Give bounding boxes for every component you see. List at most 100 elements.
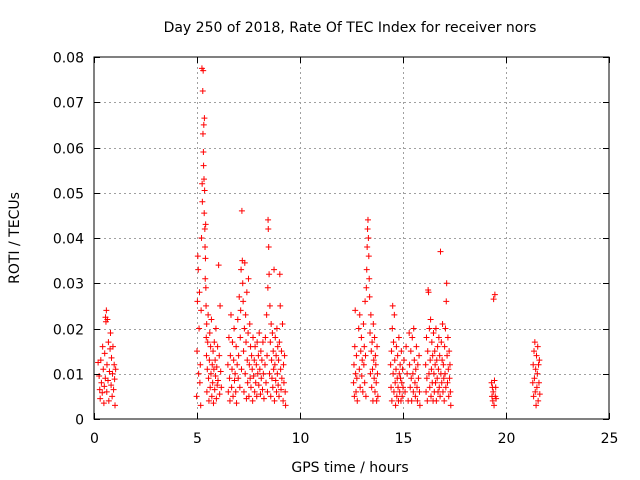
data-point (258, 375, 265, 382)
data-point (105, 339, 112, 346)
data-point (444, 352, 451, 359)
data-point (253, 393, 260, 400)
data-point (245, 330, 252, 337)
y-tick-label: 0.07 (53, 96, 84, 112)
data-point (110, 386, 117, 393)
data-point (411, 357, 418, 364)
data-point (431, 348, 438, 355)
data-point (215, 377, 222, 384)
data-point (397, 361, 404, 368)
data-point (232, 388, 239, 395)
data-point (408, 397, 415, 404)
data-point (259, 386, 266, 393)
data-point (412, 393, 419, 400)
data-point (359, 357, 366, 364)
data-point (407, 384, 414, 391)
data-point (266, 271, 273, 278)
data-point (205, 311, 212, 318)
data-point (232, 370, 239, 377)
data-point (535, 379, 542, 386)
data-point (213, 395, 220, 402)
data-point (214, 343, 221, 350)
data-point (397, 397, 404, 404)
data-point (193, 393, 200, 400)
data-point (423, 388, 430, 395)
data-point (249, 397, 256, 404)
data-point (273, 388, 280, 395)
data-point (236, 384, 243, 391)
data-point (108, 382, 115, 389)
data-point (217, 302, 224, 309)
data-point (202, 221, 209, 228)
data-point (210, 400, 217, 407)
data-point (274, 343, 281, 350)
data-point (492, 384, 499, 391)
data-point (355, 325, 362, 332)
data-point (227, 352, 234, 359)
data-point (271, 397, 278, 404)
data-point (393, 393, 400, 400)
data-point (438, 379, 445, 386)
data-point (416, 352, 423, 359)
data-point (399, 393, 406, 400)
data-point (368, 348, 375, 355)
data-point (263, 311, 270, 318)
y-tick-label: 0.05 (53, 187, 84, 203)
data-point (255, 352, 262, 359)
data-point (392, 402, 399, 409)
data-point (206, 357, 213, 364)
data-point (281, 352, 288, 359)
data-point (388, 348, 395, 355)
data-point (282, 388, 289, 395)
data-point (395, 334, 402, 341)
data-point (434, 375, 441, 382)
data-point (531, 348, 538, 355)
data-point (373, 379, 380, 386)
data-point (101, 383, 108, 390)
data-point (269, 330, 276, 337)
data-point (447, 388, 454, 395)
data-point (197, 361, 204, 368)
data-point (101, 350, 108, 357)
y-axis-label: ROTI / TECUs (7, 192, 23, 284)
data-point (372, 352, 379, 359)
data-point (236, 293, 243, 300)
data-point (240, 298, 247, 305)
data-point (356, 366, 363, 373)
data-point (374, 393, 381, 400)
data-point (363, 266, 370, 273)
data-point (199, 180, 206, 187)
data-point (100, 400, 107, 407)
data-point (229, 366, 236, 373)
data-point (210, 348, 217, 355)
data-point (242, 311, 249, 318)
data-point (97, 357, 104, 364)
data-point (406, 330, 413, 337)
data-point (357, 348, 364, 355)
data-point (265, 225, 272, 232)
data-point (200, 67, 207, 74)
data-point (406, 361, 413, 368)
data-point (278, 348, 285, 355)
data-point (391, 357, 398, 364)
data-point (367, 370, 374, 377)
data-point (404, 370, 411, 377)
data-point (97, 395, 104, 402)
data-point (276, 339, 283, 346)
data-point (231, 325, 238, 332)
data-point (369, 339, 376, 346)
data-point (396, 388, 403, 395)
data-point (438, 339, 445, 346)
data-point (356, 311, 363, 318)
data-point (269, 384, 276, 391)
data-point (107, 330, 114, 337)
data-point (490, 388, 497, 395)
data-point (392, 379, 399, 386)
data-point (265, 216, 272, 223)
data-point (407, 348, 414, 355)
data-point (443, 298, 450, 305)
data-point (491, 291, 498, 298)
data-point (233, 343, 240, 350)
data-point (111, 361, 118, 368)
data-point (226, 397, 233, 404)
